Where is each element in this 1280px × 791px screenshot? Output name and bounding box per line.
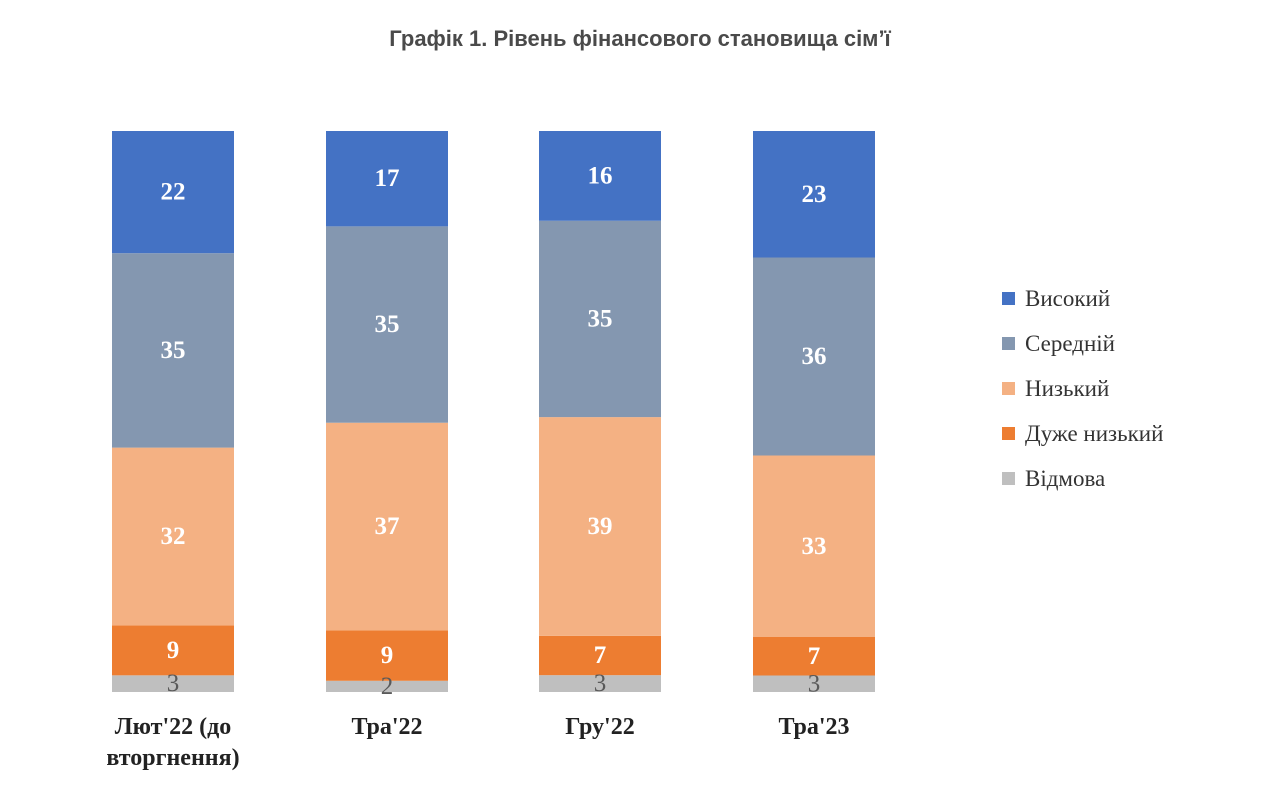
bar-segment <box>753 455 875 637</box>
data-label: 36 <box>802 343 827 370</box>
bar-segment <box>112 625 234 676</box>
data-label: 3 <box>594 670 607 697</box>
legend-item: Середній <box>1002 321 1163 366</box>
data-label: 39 <box>588 513 613 540</box>
data-label: 9 <box>381 642 394 669</box>
data-label: 7 <box>808 643 821 670</box>
data-label: 35 <box>375 311 400 338</box>
bar-segment <box>753 257 875 456</box>
legend-label: Дуже низький <box>1025 420 1164 446</box>
bar-segment <box>539 635 661 676</box>
legend-item: Високий <box>1002 276 1163 321</box>
bar-segment <box>539 220 661 418</box>
legend-swatch <box>1002 427 1015 440</box>
category-label: Гру'22 <box>565 714 634 740</box>
legend-swatch <box>1002 292 1015 305</box>
legend-item: Дуже низький <box>1002 411 1163 456</box>
bar-segment <box>112 447 234 626</box>
legend-swatch <box>1002 382 1015 395</box>
category-label: Тра'23 <box>778 714 849 740</box>
data-label: 16 <box>588 162 613 189</box>
data-label: 17 <box>375 165 400 192</box>
legend-item: Низький <box>1002 366 1163 411</box>
bar-segment <box>753 637 875 676</box>
bar-segment <box>112 131 234 254</box>
legend-item: Відмова <box>1002 456 1163 501</box>
bar-segment <box>753 131 875 258</box>
bar-segment <box>112 253 234 448</box>
category-label: Тра'22 <box>351 714 422 740</box>
legend-swatch <box>1002 472 1015 485</box>
data-label: 35 <box>588 305 613 332</box>
category-label: вторгнення) <box>106 745 239 771</box>
data-label: 2 <box>381 673 394 700</box>
bar-segment <box>539 417 661 636</box>
legend: Високий Середній Низький Дуже низький Відмов… <box>1002 276 1163 501</box>
bar-segment <box>326 422 448 631</box>
data-label: 37 <box>375 513 400 540</box>
data-label: 23 <box>802 181 827 208</box>
bar-segment <box>326 680 448 692</box>
category-labels-layer: Лют'22 (до вторгнення) Тра'22 Гру'22 Тра'23 <box>106 714 849 771</box>
data-label: 7 <box>594 642 607 669</box>
legend-label: Відмова <box>1025 465 1106 491</box>
legend-label: Низький <box>1025 375 1110 401</box>
bar-segment <box>326 226 448 423</box>
bar-segment <box>112 675 234 692</box>
data-label: 9 <box>167 637 180 664</box>
bar-segment <box>539 131 661 221</box>
bar-segment <box>539 675 661 692</box>
chart-title: Графік 1. Рівень фінансового становища с… <box>389 26 891 51</box>
data-label: 35 <box>161 337 186 364</box>
data-label: 22 <box>161 179 186 206</box>
data-label: 33 <box>802 533 827 560</box>
legend-swatch <box>1002 337 1015 350</box>
bars-layer <box>112 131 875 692</box>
category-label: Лют'22 (до <box>115 714 232 740</box>
data-label: 3 <box>808 670 821 697</box>
bar-segment <box>753 675 875 692</box>
data-label: 32 <box>161 523 186 550</box>
legend-label: Середній <box>1025 330 1115 356</box>
bar-segment <box>326 131 448 227</box>
bar-segment <box>326 630 448 681</box>
data-label: 3 <box>167 670 180 697</box>
legend-label: Високий <box>1025 285 1111 311</box>
